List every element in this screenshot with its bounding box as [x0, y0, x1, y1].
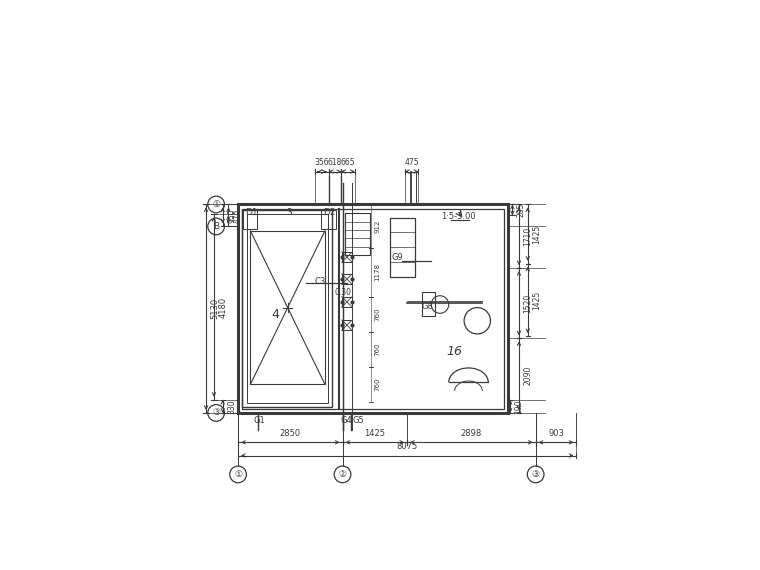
Text: 1425: 1425: [364, 429, 385, 438]
Text: 760: 760: [375, 343, 381, 356]
Text: 912: 912: [375, 219, 381, 233]
Text: D1: D1: [245, 208, 258, 217]
Text: 16: 16: [447, 345, 463, 358]
Circle shape: [334, 466, 351, 483]
Text: 475: 475: [233, 208, 242, 223]
Bar: [242, 209, 504, 409]
Text: ②: ②: [338, 470, 347, 479]
Text: 330: 330: [227, 399, 236, 414]
Text: ①: ①: [212, 200, 220, 209]
Text: 950: 950: [227, 208, 236, 223]
Text: ③: ③: [531, 470, 540, 479]
Text: ①: ①: [234, 470, 242, 479]
Bar: [389, 218, 415, 277]
Circle shape: [207, 196, 224, 213]
Bar: [321, 210, 335, 229]
Text: D2: D2: [323, 208, 335, 217]
Bar: [342, 274, 352, 284]
Text: 1425: 1425: [532, 290, 541, 310]
Text: 1520: 1520: [524, 294, 532, 313]
Bar: [242, 210, 332, 407]
Bar: [342, 252, 352, 262]
Text: C3: C3: [314, 277, 325, 286]
Text: 2898: 2898: [461, 429, 482, 438]
Bar: [243, 210, 258, 229]
Text: 4180: 4180: [218, 296, 227, 317]
Text: G9: G9: [391, 253, 404, 262]
Bar: [342, 320, 352, 331]
Text: 190: 190: [515, 399, 524, 414]
Text: G5: G5: [352, 416, 364, 425]
Bar: [345, 213, 370, 255]
Text: 5130: 5130: [211, 298, 220, 319]
Text: 665: 665: [340, 158, 356, 167]
Bar: [342, 296, 352, 307]
Text: 760: 760: [375, 307, 381, 321]
Text: 0.30: 0.30: [334, 288, 352, 297]
Text: 903: 903: [548, 429, 564, 438]
Text: G4: G4: [340, 416, 352, 425]
Text: 1710: 1710: [524, 227, 532, 246]
Text: B: B: [213, 222, 219, 231]
Text: 760: 760: [375, 378, 381, 391]
Text: 618: 618: [328, 158, 342, 167]
Text: 2090: 2090: [524, 366, 532, 385]
Bar: [238, 205, 508, 413]
Circle shape: [527, 466, 544, 483]
Text: G1: G1: [253, 416, 265, 425]
Bar: [247, 214, 328, 403]
Circle shape: [230, 466, 246, 483]
Text: 4: 4: [271, 308, 279, 321]
Text: G8: G8: [422, 302, 433, 311]
Text: 1·5-3.00: 1·5-3.00: [441, 212, 476, 221]
Circle shape: [207, 405, 224, 421]
Text: ③: ③: [212, 409, 220, 417]
Circle shape: [207, 218, 224, 235]
Text: 475: 475: [404, 158, 419, 167]
Bar: [423, 292, 435, 316]
Text: 3: 3: [287, 208, 292, 217]
Text: 356: 356: [315, 158, 329, 167]
Text: 285: 285: [517, 203, 526, 217]
Text: 1425: 1425: [532, 225, 541, 244]
Bar: [250, 231, 325, 384]
Text: 2850: 2850: [280, 429, 301, 438]
Text: 1178: 1178: [375, 263, 381, 282]
Text: 8075: 8075: [397, 442, 418, 451]
